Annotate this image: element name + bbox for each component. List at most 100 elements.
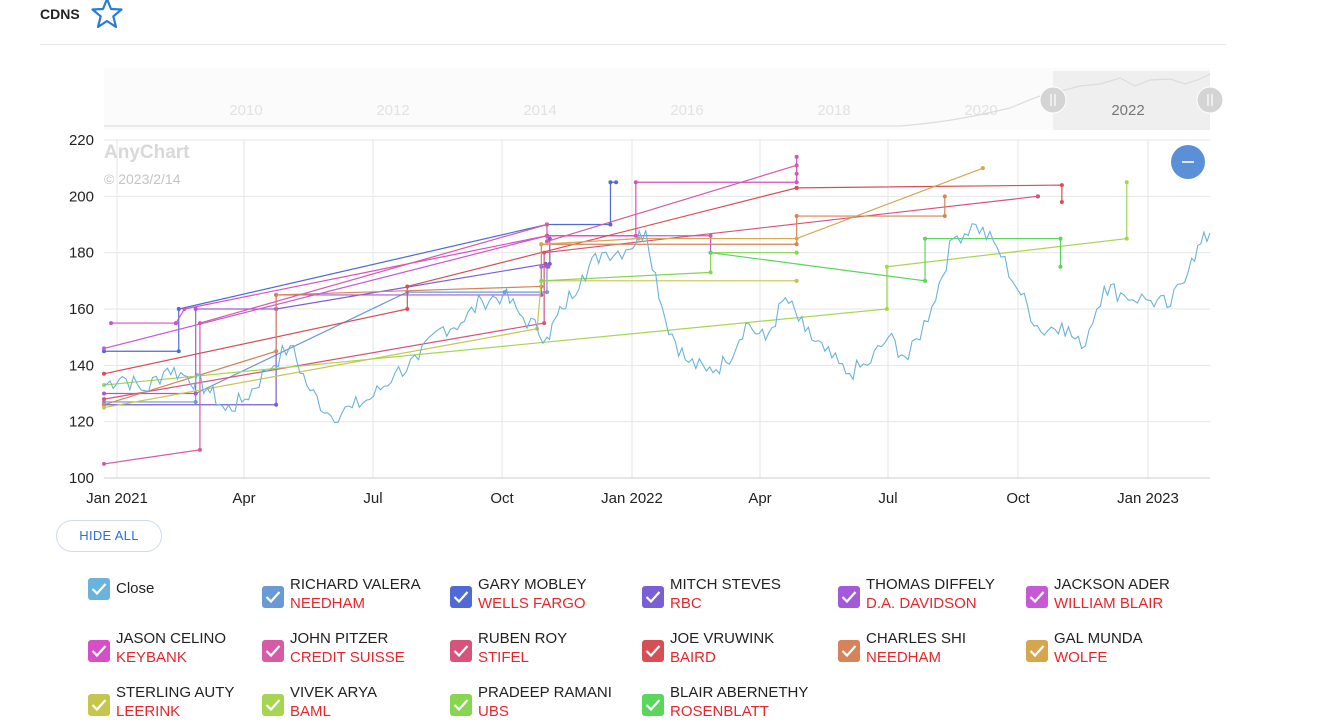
legend-firm-name: STIFEL xyxy=(478,649,529,666)
analyst-point xyxy=(794,154,799,159)
legend-analyst-name: VIVEK ARYA xyxy=(290,684,377,701)
watermark: AnyChart © 2023/2/14 xyxy=(104,142,190,187)
analyst-point xyxy=(544,290,549,295)
check-icon xyxy=(265,699,281,712)
legend-checkbox[interactable] xyxy=(88,640,110,662)
legend-analyst-name: THOMAS DIFFELY xyxy=(866,576,995,593)
legend-checkbox[interactable] xyxy=(1026,640,1048,662)
y-tick-label: 180 xyxy=(69,245,94,262)
navigator-sparkline xyxy=(104,73,1211,127)
navigator-label: 2014 xyxy=(523,102,556,119)
analyst-point xyxy=(794,171,799,176)
legend-analyst-name: RICHARD VALERA xyxy=(290,576,421,593)
analyst-point xyxy=(1035,194,1040,199)
close-line xyxy=(103,223,1211,424)
x-tick-label: Oct xyxy=(490,490,514,507)
analyst-point xyxy=(942,214,947,219)
analyst-point xyxy=(1058,264,1063,269)
legend-checkbox[interactable] xyxy=(642,694,664,716)
legend-analyst-name: CHARLES SHI xyxy=(866,630,967,647)
analyst-line xyxy=(104,238,551,406)
analyst-point xyxy=(102,405,106,410)
legend-checkbox[interactable] xyxy=(1026,586,1048,608)
check-icon xyxy=(841,591,857,604)
analyst-point xyxy=(794,163,799,168)
legend-checkbox[interactable] xyxy=(262,640,284,662)
x-tick-label: Jan 2022 xyxy=(601,490,663,507)
axes: 100 120 140 160 180 200 220 Jan 2021 Apr Jul Oct Ja… xyxy=(69,132,1210,507)
y-tick-label: 160 xyxy=(69,301,94,318)
x-tick-label: Jan 2021 xyxy=(86,490,148,507)
legend-checkbox[interactable] xyxy=(88,578,110,600)
legend-firm-name: WELLS FARGO xyxy=(478,595,586,612)
legend-checkbox[interactable] xyxy=(838,640,860,662)
legend-firm-name: UBS xyxy=(478,703,509,720)
legend-checkbox[interactable] xyxy=(450,694,472,716)
analyst-point xyxy=(193,307,198,311)
analyst-point xyxy=(539,242,544,247)
star-icon[interactable] xyxy=(90,0,124,30)
analyst-point xyxy=(794,278,799,283)
legend-firm-name: BAIRD xyxy=(670,649,716,666)
check-icon xyxy=(265,645,281,658)
legend-checkbox[interactable] xyxy=(262,586,284,608)
analyst-series xyxy=(102,154,1129,466)
analyst-point xyxy=(274,292,279,297)
analyst-point xyxy=(102,399,106,404)
navigator-label: 2022 xyxy=(1111,102,1144,119)
legend-firm-name: CREDIT SUISSE xyxy=(290,649,405,666)
watermark-date: © 2023/2/14 xyxy=(104,171,181,187)
legend-checkbox[interactable] xyxy=(450,640,472,662)
analyst-line xyxy=(103,196,946,406)
analyst-point xyxy=(109,321,114,326)
analyst-point xyxy=(1124,180,1129,185)
legend-checkbox[interactable] xyxy=(450,586,472,608)
navigator-handle[interactable] xyxy=(1039,86,1067,114)
hide-all-button[interactable]: HIDE ALL xyxy=(56,520,162,552)
x-tick-label: Jul xyxy=(363,490,382,507)
analyst-point xyxy=(923,278,928,283)
check-icon xyxy=(645,699,661,712)
analyst-point xyxy=(608,180,613,185)
analyst-point xyxy=(102,461,106,466)
analyst-point xyxy=(176,307,181,311)
analyst-point xyxy=(708,250,713,255)
chart-area: 2010 2012 2014 2016 2018 2020 2022 AnyChart © … xyxy=(68,68,1224,507)
analyst-point xyxy=(923,236,928,241)
check-icon xyxy=(841,645,857,658)
legend-analyst-name: JOE VRUWINK xyxy=(670,630,775,647)
legend-checkbox[interactable] xyxy=(642,586,664,608)
analyst-point xyxy=(542,321,547,326)
legend-analyst-name: Close xyxy=(116,580,155,597)
navigator-label: 2010 xyxy=(229,102,262,119)
navigator-handle[interactable] xyxy=(1196,86,1224,114)
check-icon xyxy=(91,583,107,596)
analyst-point xyxy=(102,402,106,407)
legend-checkbox[interactable] xyxy=(88,694,110,716)
analyst-point xyxy=(884,264,889,269)
check-icon xyxy=(1029,645,1045,658)
analyst-point xyxy=(274,402,279,407)
analyst-point xyxy=(794,242,799,247)
analyst-point xyxy=(1059,199,1064,204)
navigator[interactable]: 2010 2012 2014 2016 2018 2020 2022 xyxy=(104,68,1224,130)
header: CDNS xyxy=(40,0,1226,45)
analyst-point xyxy=(405,307,410,311)
legend-checkbox[interactable] xyxy=(838,586,860,608)
y-tick-label: 200 xyxy=(69,188,94,205)
analyst-point xyxy=(405,284,410,289)
analyst-point xyxy=(173,321,178,326)
zoom-out-button[interactable] xyxy=(1171,145,1205,179)
navigator-selection xyxy=(1053,71,1210,130)
analyst-point xyxy=(633,180,638,185)
navigator-label: 2018 xyxy=(817,102,850,119)
legend-checkbox[interactable] xyxy=(262,694,284,716)
legend-checkbox[interactable] xyxy=(642,640,664,662)
analyst-point xyxy=(1059,183,1064,188)
analyst-point xyxy=(102,391,106,396)
legend-analyst-name: JOHN PITZER xyxy=(290,630,389,647)
analyst-point xyxy=(794,180,799,185)
check-icon xyxy=(645,591,661,604)
legend-firm-name: WILLIAM BLAIR xyxy=(1054,595,1164,612)
